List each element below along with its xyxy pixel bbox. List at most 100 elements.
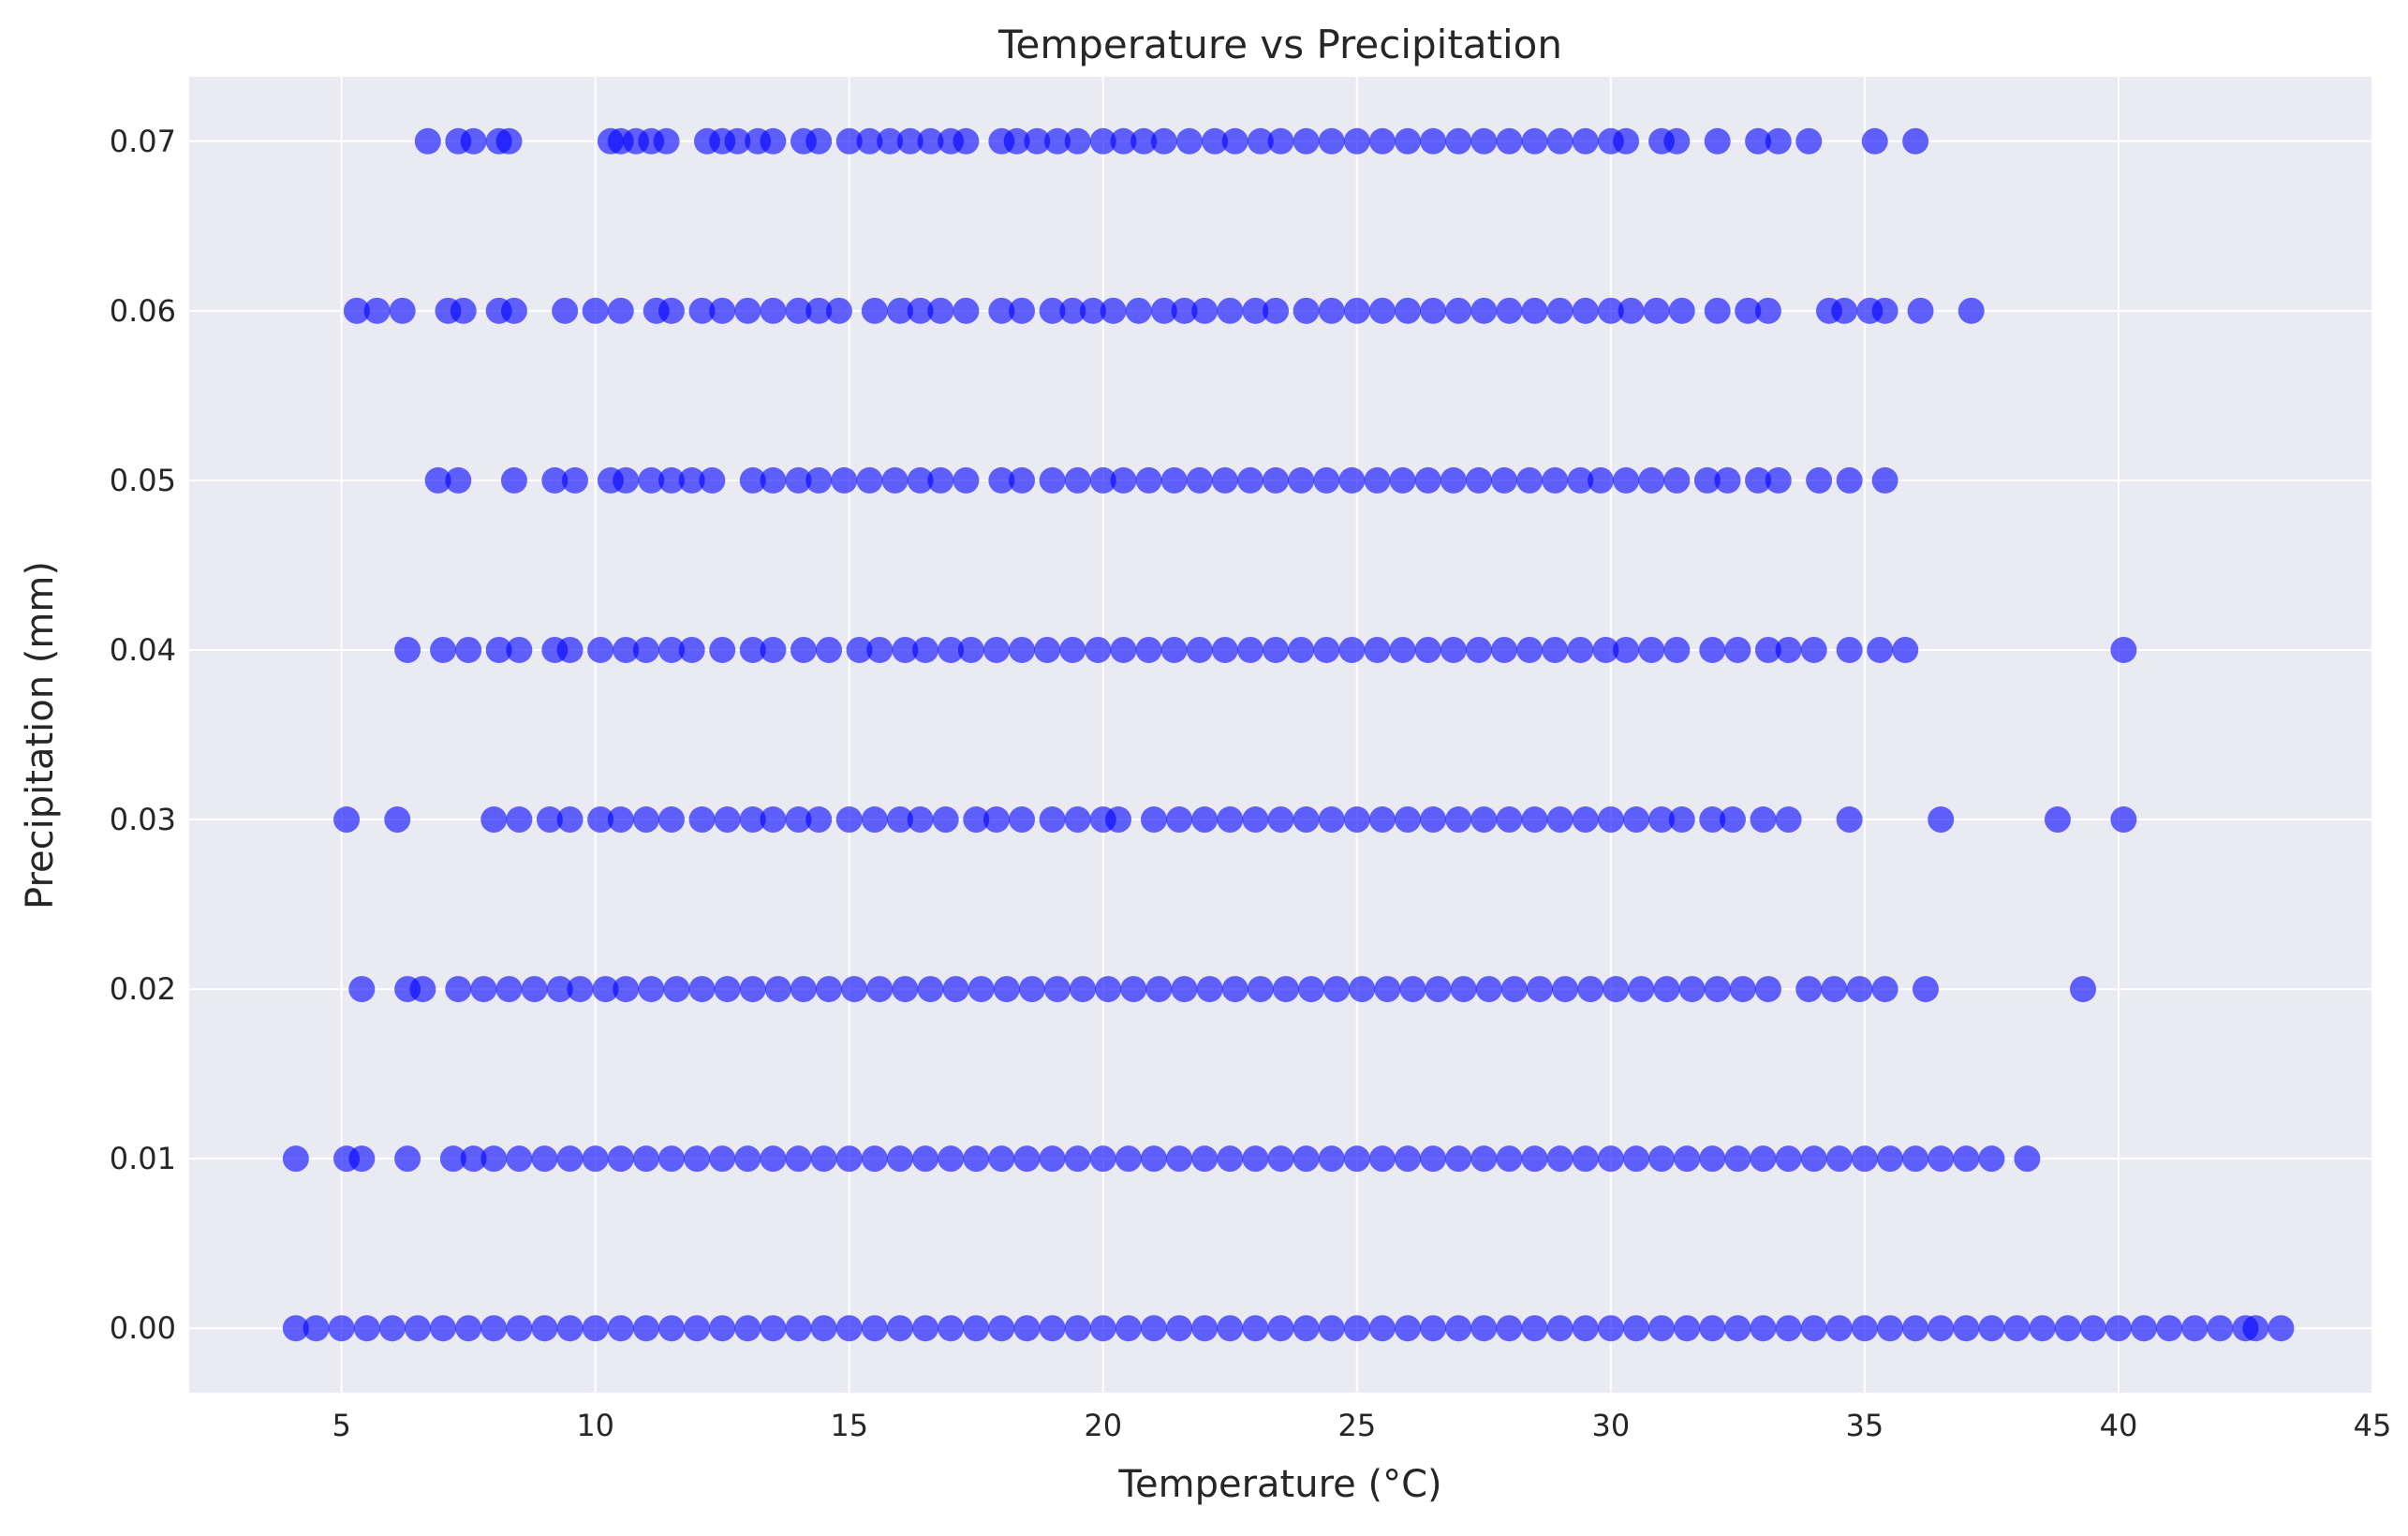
data-point — [1364, 466, 1391, 494]
x-axis-ticks: 5 10 15 20 25 30 35 40 45 — [332, 1408, 2391, 1443]
data-point — [1795, 976, 1823, 1003]
data-point — [1765, 127, 1792, 155]
data-point — [1674, 1315, 1701, 1342]
data-point — [953, 297, 980, 324]
data-point — [1140, 1315, 1167, 1342]
data-point — [953, 466, 980, 494]
data-point — [470, 976, 497, 1003]
data-point — [1211, 636, 1238, 663]
data-point — [1775, 806, 1802, 834]
data-point — [424, 466, 451, 494]
data-point — [1622, 806, 1649, 834]
data-point — [988, 466, 1015, 494]
data-point — [1150, 297, 1177, 324]
y-tick-label: 0.03 — [110, 802, 176, 837]
data-point — [953, 127, 980, 155]
data-point — [607, 1145, 634, 1173]
data-point — [678, 466, 705, 494]
data-point — [963, 1145, 990, 1173]
data-point — [613, 636, 640, 663]
data-point — [1516, 466, 1544, 494]
data-point — [1719, 806, 1746, 834]
data-point — [1597, 297, 1624, 324]
data-point — [1059, 297, 1086, 324]
data-point — [835, 1315, 863, 1342]
data-point — [1475, 976, 1502, 1003]
data-point — [657, 466, 685, 494]
data-point — [657, 1145, 685, 1173]
data-point — [1166, 1145, 1193, 1173]
data-point — [613, 976, 640, 1003]
data-point — [1313, 636, 1340, 663]
x-tick-label: 30 — [1592, 1408, 1631, 1443]
data-point — [541, 466, 569, 494]
data-point — [1343, 1315, 1370, 1342]
data-point — [1110, 636, 1137, 663]
data-point — [760, 466, 787, 494]
data-point — [805, 466, 833, 494]
data-point — [993, 976, 1020, 1003]
data-point — [485, 636, 512, 663]
data-point — [2110, 806, 2137, 834]
data-point — [556, 806, 584, 834]
data-point — [1699, 1315, 1726, 1342]
data-point — [1521, 127, 1548, 155]
data-point — [1217, 1315, 1244, 1342]
data-point — [1470, 127, 1498, 155]
data-point — [1110, 127, 1137, 155]
data-point — [831, 466, 858, 494]
data-point — [1597, 1145, 1624, 1173]
data-point — [333, 806, 361, 834]
data-point — [739, 806, 766, 834]
data-point — [835, 806, 863, 834]
data-point — [1546, 297, 1573, 324]
data-point — [1704, 297, 1731, 324]
data-point — [1242, 1315, 1269, 1342]
data-point — [1754, 636, 1781, 663]
x-tick-label: 10 — [576, 1408, 614, 1443]
data-point — [552, 297, 579, 324]
data-point — [912, 1145, 939, 1173]
data-point — [1871, 976, 1898, 1003]
data-point — [1572, 1145, 1599, 1173]
data-point — [810, 1315, 837, 1342]
data-point — [881, 466, 909, 494]
data-point — [1521, 1145, 1548, 1173]
data-point — [932, 806, 959, 834]
data-point — [709, 1145, 736, 1173]
data-point — [861, 1145, 888, 1173]
data-point — [430, 636, 457, 663]
data-point — [1009, 806, 1036, 834]
data-point — [866, 636, 894, 663]
data-point — [1064, 806, 1091, 834]
data-point — [1064, 466, 1091, 494]
x-tick-label: 5 — [332, 1408, 350, 1443]
data-point — [414, 127, 441, 155]
data-point — [1221, 976, 1248, 1003]
y-tick-label: 0.02 — [110, 971, 176, 1007]
data-point — [2029, 1315, 2056, 1342]
data-point — [1135, 636, 1162, 663]
data-point — [1871, 297, 1898, 324]
data-point — [1613, 636, 1640, 663]
data-point — [587, 636, 614, 663]
data-point — [1643, 297, 1670, 324]
data-point — [1800, 636, 1827, 663]
data-point — [506, 806, 533, 834]
data-point — [1526, 976, 1553, 1003]
x-tick-label: 15 — [830, 1408, 868, 1443]
data-point — [1175, 127, 1203, 155]
data-point — [1750, 806, 1777, 834]
data-point — [632, 806, 659, 834]
data-point — [1836, 806, 1863, 834]
data-point — [963, 806, 990, 834]
data-point — [1724, 636, 1751, 663]
data-point — [1928, 1315, 1955, 1342]
data-point — [657, 806, 685, 834]
data-point — [907, 297, 934, 324]
data-point — [500, 297, 527, 324]
data-point — [1861, 127, 1888, 155]
y-tick-label: 0.07 — [110, 124, 176, 159]
data-point — [1043, 976, 1071, 1003]
